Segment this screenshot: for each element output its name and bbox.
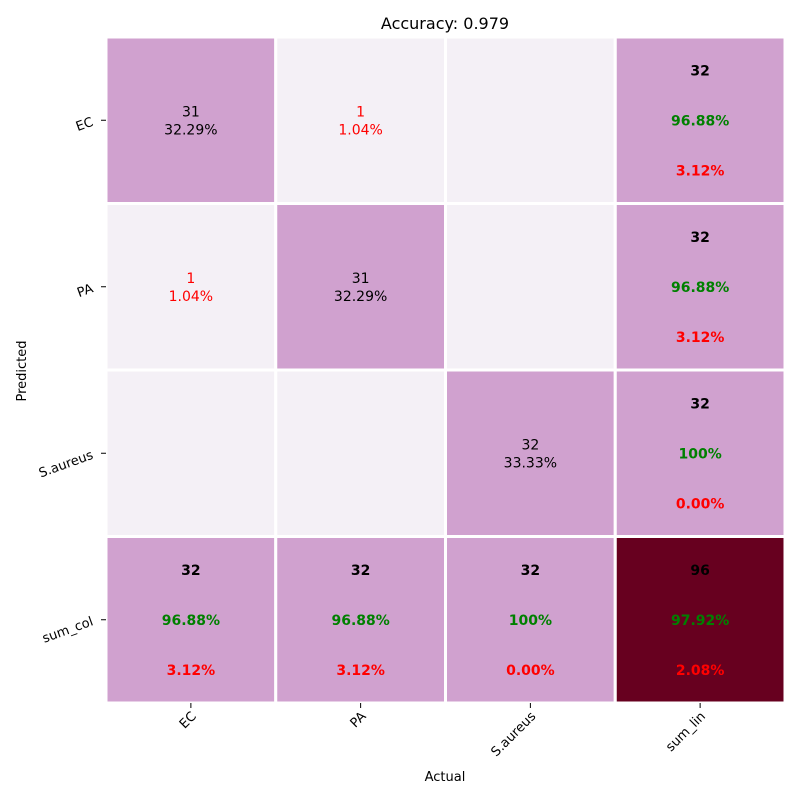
heatmap-cell-rect — [104, 368, 278, 538]
heatmap-cell: 32 96.88% 3.12% — [274, 535, 447, 705]
summary-error-percent: 0.00% — [506, 663, 555, 679]
heatmap-cell: 31 32.29% — [274, 202, 447, 372]
cell-count: 1 — [186, 271, 195, 287]
summary-total: 32 — [690, 63, 709, 79]
summary-error-percent: 2.08% — [676, 663, 725, 679]
summary-correct-percent: 97.92% — [671, 613, 729, 629]
heatmap-cell: 1 1.04% — [274, 35, 447, 205]
summary-total: 32 — [690, 230, 709, 246]
cell-percent: 33.33% — [504, 455, 557, 471]
summary-error-percent: 3.12% — [676, 330, 725, 346]
heatmap-cell: 32 100% 0.00% — [613, 368, 787, 538]
cell-count: 1 — [356, 104, 365, 120]
heatmap-cell-rect — [613, 368, 787, 538]
heatmap-cell-rect — [444, 202, 617, 372]
x-tick-label: EC — [177, 709, 200, 732]
heatmap-cell: 32 96.88% 3.12% — [613, 35, 787, 205]
x-tick-label: S.aureus — [489, 709, 540, 760]
x-tick-label: sum_lin — [663, 709, 709, 755]
y-tick-label: EC — [74, 115, 95, 135]
heatmap-cell: 32 100% 0.00% — [444, 535, 617, 705]
heatmap-cell-rect — [444, 35, 617, 205]
summary-total: 32 — [521, 563, 540, 579]
heatmap-cell: 31 32.29% — [104, 35, 278, 205]
summary-total: 32 — [690, 396, 709, 412]
heatmap-cell: 32 96.88% 3.12% — [104, 535, 278, 705]
cell-count: 31 — [352, 271, 370, 287]
summary-total: 32 — [351, 563, 370, 579]
x-axis-ticks: EC PA S.aureus sum_lin — [177, 703, 709, 760]
summary-correct-percent: 96.88% — [671, 280, 729, 296]
cell-percent: 32.29% — [334, 289, 387, 305]
heatmap-cell-rect — [104, 202, 278, 372]
y-tick-label: PA — [75, 281, 95, 301]
heatmap-cell-rect — [274, 202, 447, 372]
summary-correct-percent: 96.88% — [162, 613, 220, 629]
heatmap-cell: 96 97.92% 2.08% — [613, 535, 787, 705]
heatmap-cell: 32 96.88% 3.12% — [613, 202, 787, 372]
x-axis-label: Actual — [425, 770, 466, 785]
cell-count: 31 — [182, 104, 200, 120]
heatmap-cell-rect — [274, 368, 447, 538]
heatmap-cell-rect — [613, 35, 787, 205]
summary-error-percent: 0.00% — [676, 496, 725, 512]
y-axis-ticks: EC PA S.aureus sum_col — [37, 115, 106, 647]
heatmap-cell: 32 33.33% — [444, 368, 617, 538]
heatmap-cell-rect — [104, 35, 278, 205]
cell-count: 32 — [521, 437, 539, 453]
cell-percent: 1.04% — [169, 289, 213, 305]
heatmap-cells: 31 32.29% 1 1.04% 32 96.88% 3.12% 1 1.04% 31 32.29… — [104, 35, 787, 705]
heatmap-cell-rect — [444, 368, 617, 538]
cell-percent: 32.29% — [164, 122, 217, 138]
y-tick-label: sum_col — [41, 614, 96, 646]
summary-error-percent: 3.12% — [676, 163, 725, 179]
summary-correct-percent: 100% — [678, 446, 721, 462]
summary-total: 32 — [181, 563, 200, 579]
summary-total: 96 — [690, 563, 709, 579]
x-tick-label: PA — [348, 709, 370, 731]
heatmap-cell — [444, 35, 617, 205]
heatmap-cell — [444, 202, 617, 372]
summary-correct-percent: 100% — [509, 613, 552, 629]
y-axis-label: Predicted — [15, 340, 30, 401]
y-tick-label: S.aureus — [37, 448, 96, 482]
heatmap-cell-rect — [274, 35, 447, 205]
cell-percent: 1.04% — [338, 122, 382, 138]
chart-title: Accuracy: 0.979 — [381, 14, 509, 33]
heatmap-cell: 1 1.04% — [104, 202, 278, 372]
summary-error-percent: 3.12% — [336, 663, 385, 679]
summary-correct-percent: 96.88% — [331, 613, 389, 629]
heatmap-cell-rect — [444, 535, 617, 705]
heatmap-cell — [274, 368, 447, 538]
heatmap-cell — [104, 368, 278, 538]
summary-error-percent: 3.12% — [167, 663, 216, 679]
summary-correct-percent: 96.88% — [671, 113, 729, 129]
heatmap-cell-rect — [613, 202, 787, 372]
